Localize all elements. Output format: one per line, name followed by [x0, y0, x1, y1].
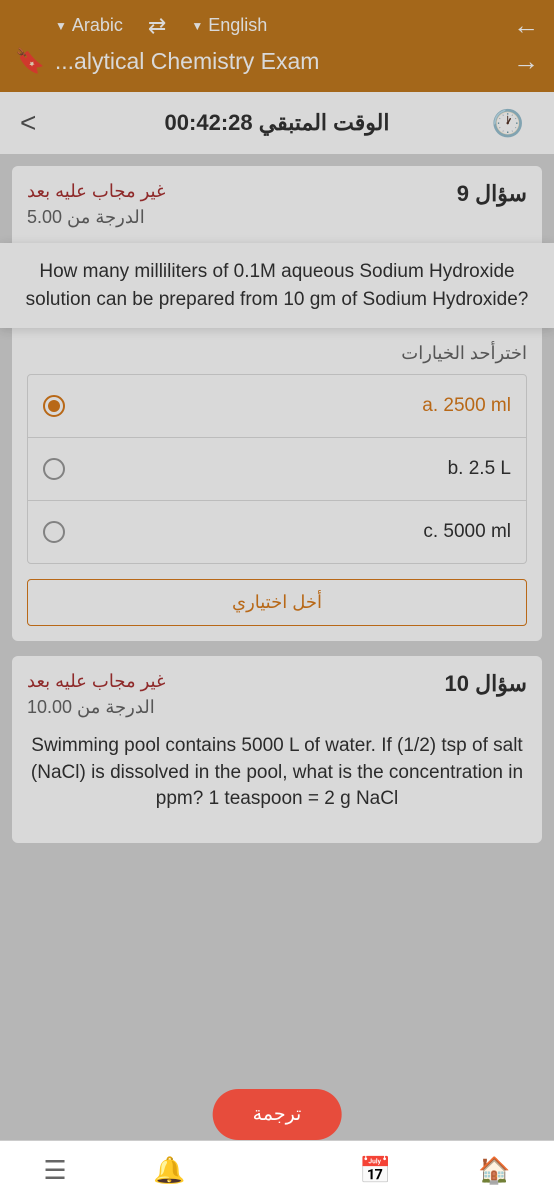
- timer-icon: 🕐: [492, 108, 524, 139]
- q9-highlighted-text: How many milliliters of 0.1M aqueous Sod…: [0, 243, 554, 328]
- menu-icon[interactable]: ☰: [43, 1155, 66, 1186]
- exam-title: ...alytical Chemistry Exam: [55, 48, 503, 75]
- translate-button[interactable]: ترجمة: [213, 1089, 342, 1140]
- timer-text: الوقت المتبقي 00:42:28: [165, 110, 390, 136]
- q9-text: How many milliliters of 0.1M aqueous Sod…: [15, 258, 539, 313]
- radio-c[interactable]: [43, 521, 65, 543]
- bell-icon[interactable]: 🔔: [153, 1155, 185, 1186]
- calendar-icon[interactable]: 📅: [359, 1155, 391, 1186]
- chevron-down-icon: ▼: [191, 19, 203, 33]
- radio-b[interactable]: [43, 458, 65, 480]
- back-arrow-icon[interactable]: ←: [513, 10, 539, 41]
- q9-grade: الدرجة من 5.00: [27, 207, 165, 228]
- bottom-nav: ☰ 🔔 📅 🏠: [0, 1140, 554, 1200]
- q10-status: غير مجاب عليه بعد: [27, 671, 165, 692]
- option-a-label: a. 2500 ml: [422, 395, 511, 417]
- radio-a[interactable]: [43, 395, 65, 417]
- lang-from[interactable]: ▼ Arabic: [55, 15, 123, 36]
- q9-number: سؤال 9: [457, 181, 527, 207]
- chevron-down-icon: ▼: [55, 19, 67, 33]
- q9-status: غير مجاب عليه بعد: [27, 181, 165, 202]
- q10-number: سؤال 10: [445, 671, 528, 697]
- choose-label: اخترأحد الخيارات: [27, 343, 527, 364]
- lang-to[interactable]: ▼ English: [191, 15, 267, 36]
- clear-choice-button[interactable]: أخل اختياري: [27, 579, 527, 626]
- option-b-label: b. 2.5 L: [448, 458, 511, 480]
- option-b[interactable]: b. 2.5 L: [28, 438, 526, 501]
- home-icon[interactable]: 🏠: [478, 1155, 510, 1186]
- swap-icon[interactable]: ⇄: [148, 13, 166, 39]
- prev-icon[interactable]: <: [20, 107, 36, 139]
- option-c[interactable]: c. 5000 ml: [28, 501, 526, 563]
- option-a[interactable]: a. 2500 ml: [28, 375, 526, 438]
- question-10-card: غير مجاب عليه بعد الدرجة من 10.00 سؤال 1…: [12, 656, 542, 843]
- question-9-card: غير مجاب عليه بعد الدرجة من 5.00 سؤال 9 …: [12, 166, 542, 641]
- forward-arrow-icon[interactable]: →: [513, 46, 539, 77]
- q10-text: Swimming pool contains 5000 L of water. …: [27, 733, 527, 813]
- bookmark-icon[interactable]: 🔖: [15, 47, 45, 76]
- option-c-label: c. 5000 ml: [423, 521, 511, 543]
- q10-grade: الدرجة من 10.00: [27, 697, 165, 718]
- lang-from-label: Arabic: [72, 15, 123, 36]
- lang-to-label: English: [208, 15, 267, 36]
- q9-options: a. 2500 ml b. 2.5 L c. 5000 ml: [27, 374, 527, 564]
